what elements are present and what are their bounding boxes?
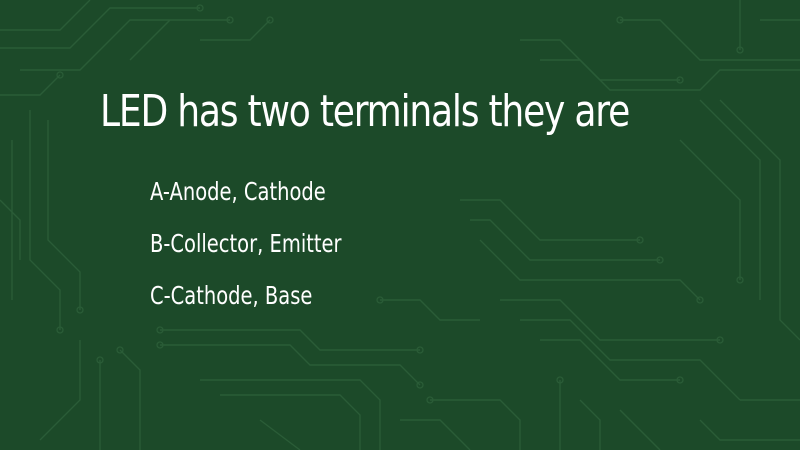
option-b[interactable]: B-Collector, Emitter: [150, 229, 342, 258]
option-c[interactable]: C-Cathode, Base: [150, 281, 313, 310]
slide-title: LED has two terminals they are: [100, 86, 630, 137]
option-a[interactable]: A-Anode, Cathode: [150, 177, 326, 206]
answer-options-list: A-Anode, Cathode B-Collector, Emitter C-…: [150, 172, 396, 328]
